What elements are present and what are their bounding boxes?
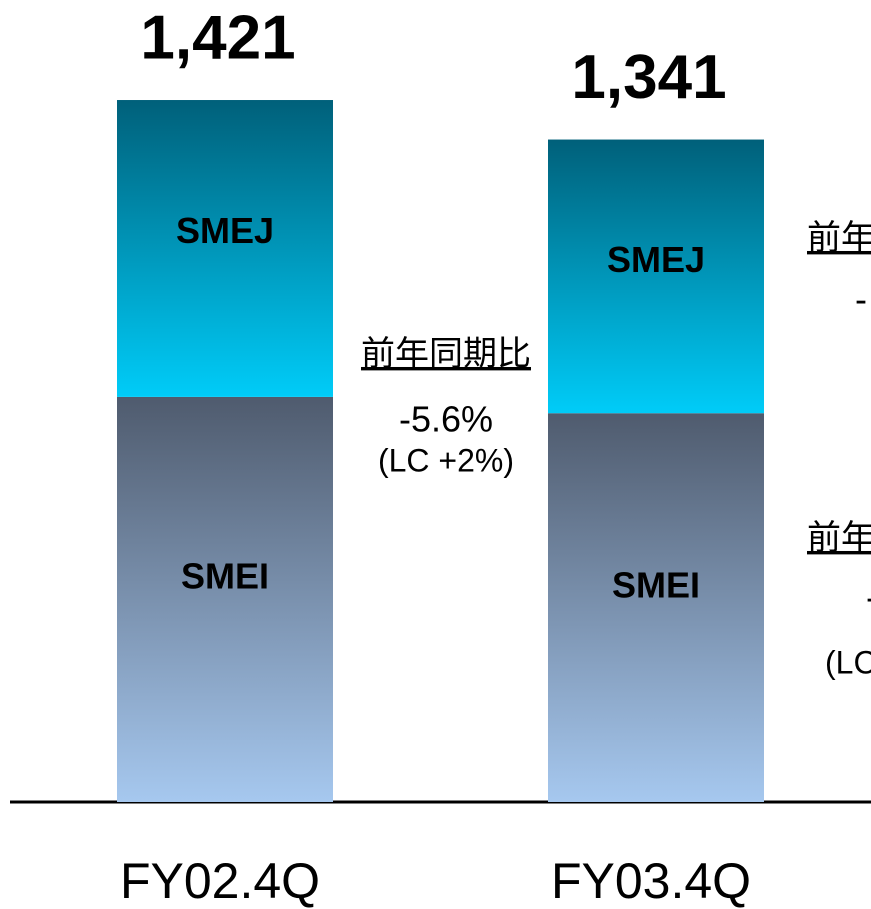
annotation-line: -5.6%	[399, 399, 493, 440]
total-label: 1,421	[140, 3, 295, 72]
bar-segment	[117, 396, 333, 802]
bar-segment	[548, 413, 764, 802]
annotation-title: 前年	[807, 219, 871, 257]
annotation-title: 前年同期比	[361, 335, 531, 373]
bar-segment	[548, 139, 764, 414]
segment-label: SMEJ	[607, 239, 705, 280]
annotation-line: (LC +2%)	[378, 442, 514, 478]
x-tick-label: FY02.4Q	[120, 853, 320, 909]
annotation-line: (LC	[825, 644, 871, 680]
annotation-line: -	[855, 279, 867, 320]
segment-label: SMEJ	[176, 210, 274, 251]
total-label: 1,341	[571, 43, 726, 112]
segment-label: SMEI	[181, 556, 269, 597]
annotation-title: 前年	[807, 519, 871, 557]
bar-segment	[117, 100, 333, 397]
segment-label: SMEI	[612, 565, 700, 606]
x-tick-label: FY03.4Q	[551, 853, 751, 909]
annotation-line: -	[866, 577, 871, 618]
